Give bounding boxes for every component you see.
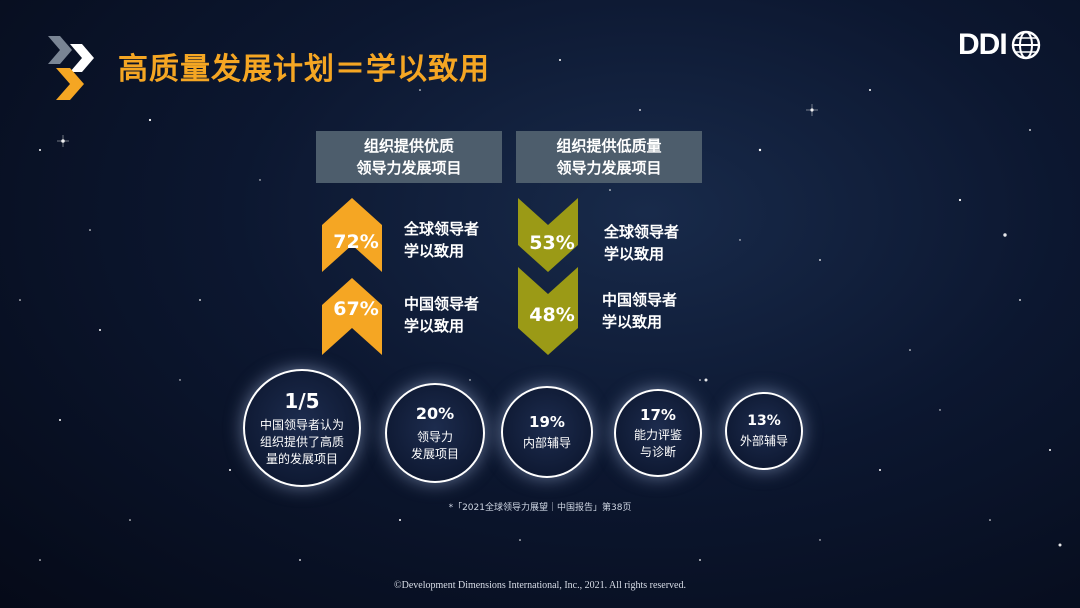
label-global-low: 全球领导者 学以致用 bbox=[604, 221, 679, 265]
label-china-low: 中国领导者 学以致用 bbox=[602, 289, 677, 333]
chevron-arrows bbox=[322, 198, 578, 355]
down-chevron-icon bbox=[518, 267, 578, 355]
column-header-line: 领导力发展项目 bbox=[356, 159, 462, 177]
column-header-line: 领导力发展项目 bbox=[556, 159, 662, 177]
copyright-notice: ©Development Dimensions International, I… bbox=[394, 580, 686, 591]
stat-value: 20% bbox=[415, 403, 455, 423]
label-line: 中国领导者 bbox=[404, 295, 480, 313]
brand-arrows-icon bbox=[48, 36, 94, 100]
stat-value: 13% bbox=[747, 412, 781, 429]
column-header-line: 组织提供优质 bbox=[363, 137, 454, 155]
brand-name: DDI bbox=[958, 28, 1008, 61]
column-header-line: 组织提供低质量 bbox=[556, 137, 662, 155]
stat-circle-internal-coaching: 19% 内部辅导 bbox=[501, 386, 593, 478]
percent-china-low: 48% bbox=[529, 304, 575, 326]
label-global-high: 全球领导者 学以致用 bbox=[404, 218, 479, 262]
stat-label: 能力评鉴 bbox=[633, 427, 682, 442]
label-china-high: 中国领导者 学以致用 bbox=[404, 293, 479, 337]
percent-china-high: 67% bbox=[333, 298, 379, 320]
page-title: 高质量发展计划＝学以致用 bbox=[118, 52, 490, 87]
stat-label: 内部辅导 bbox=[522, 435, 571, 450]
stat-circle-external-coaching: 13% 外部辅导 bbox=[725, 392, 803, 470]
stat-label: 中国领导者认为 bbox=[259, 417, 344, 432]
stat-circle-one-fifth: 1/5 中国领导者认为 组织提供了高质 量的发展项目 bbox=[243, 369, 361, 487]
stat-label: 量的发展项目 bbox=[265, 451, 338, 466]
column-header-high-quality: 组织提供优质 领导力发展项目 bbox=[316, 131, 502, 183]
stat-label: 发展项目 bbox=[410, 446, 459, 461]
globe-icon bbox=[1011, 30, 1040, 60]
percent-global-high: 72% bbox=[333, 231, 379, 253]
stat-value: 17% bbox=[640, 405, 676, 424]
ddi-logo: DDI bbox=[958, 28, 1041, 61]
label-line: 学以致用 bbox=[404, 317, 465, 335]
label-line: 学以致用 bbox=[404, 242, 465, 260]
stat-value: 1/5 bbox=[284, 388, 320, 413]
stat-circle-leadership-programs: 20% 领导力 发展项目 bbox=[385, 383, 485, 483]
stat-label: 外部辅导 bbox=[739, 433, 788, 448]
down-chevron-icon bbox=[518, 198, 578, 272]
label-line: 中国领导者 bbox=[602, 291, 678, 309]
label-line: 全球领导者 bbox=[404, 220, 480, 238]
label-line: 全球领导者 bbox=[604, 223, 680, 241]
stat-value: 19% bbox=[529, 412, 565, 431]
stat-circle-assessment: 17% 能力评鉴 与诊断 bbox=[614, 389, 702, 477]
up-chevron-icon bbox=[322, 198, 382, 272]
percent-global-low: 53% bbox=[529, 232, 575, 254]
label-line: 学以致用 bbox=[602, 313, 663, 331]
column-header-low-quality: 组织提供低质量 领导力发展项目 bbox=[516, 131, 702, 183]
label-line: 学以致用 bbox=[604, 245, 665, 263]
up-chevron-icon bbox=[322, 278, 382, 355]
stat-label: 与诊断 bbox=[639, 444, 676, 459]
stat-label: 领导力 bbox=[416, 429, 453, 444]
source-footnote: *「2021全球领导力展望｜中国报告」第38页 bbox=[448, 503, 632, 513]
stat-label: 组织提供了高质 bbox=[259, 434, 344, 449]
